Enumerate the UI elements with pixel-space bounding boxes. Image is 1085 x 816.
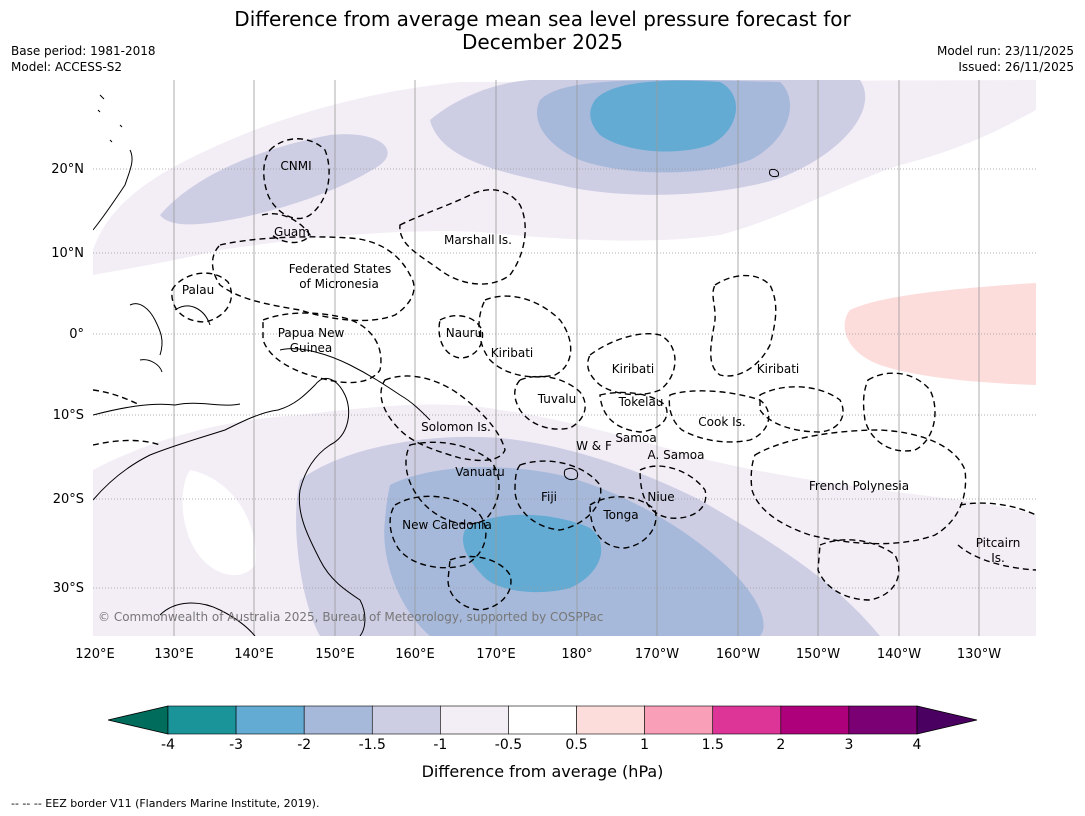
label-guam: Guam	[274, 225, 310, 239]
colorbar-tick-label: 4	[912, 737, 922, 753]
colorbar-bin	[712, 705, 782, 735]
anomaly-east-plus05	[844, 283, 1036, 385]
lon-label: 130°W	[957, 647, 1001, 662]
label-kiribati-central: Kiribati	[612, 362, 654, 376]
lon-label: 140°E	[234, 647, 274, 662]
label-palau: Palau	[182, 283, 214, 297]
lon-label: 130°E	[154, 647, 194, 662]
lon-label: 160°W	[716, 647, 760, 662]
colorbar-tick-label: 3	[844, 737, 854, 753]
label-fiji: Fiji	[541, 490, 557, 504]
colorbar-bin	[780, 705, 850, 735]
meta-right: Model run: 23/11/2025 Issued: 26/11/2025	[937, 43, 1074, 75]
colorbar-bin	[508, 705, 577, 735]
lon-label: 180°	[561, 647, 592, 662]
colorbar	[107, 705, 978, 735]
colorbar-bin	[235, 705, 305, 735]
lon-label: 160°E	[395, 647, 435, 662]
label-fsm-2: of Micronesia	[299, 277, 379, 291]
label-vanuatu: Vanuatu	[455, 465, 505, 479]
lon-label: 140°W	[877, 647, 921, 662]
colorbar-tick-label: -4	[161, 737, 175, 753]
label-png-2: Guinea	[290, 341, 333, 355]
label-wallis-futuna: W & F	[576, 439, 612, 453]
label-samoa: Samoa	[615, 431, 656, 445]
lon-label: 170°E	[476, 647, 516, 662]
lat-label: 20°N	[51, 162, 84, 177]
model-run: Model run: 23/11/2025	[936, 44, 1074, 58]
longitude-labels: 120°E 130°E 140°E 150°E 160°E 170°E 180° 170°W 1…	[75, 647, 1001, 662]
issued-date: Issued: 26/11/2025	[958, 60, 1074, 74]
lat-label: 10°N	[51, 246, 84, 261]
label-kiribati-east: Kiribati	[757, 362, 799, 376]
label-american-samoa: A. Samoa	[648, 448, 705, 462]
colorbar-tick-label: -2	[297, 737, 312, 753]
lon-label: 170°W	[635, 647, 679, 662]
label-cook-islands: Cook Is.	[698, 415, 745, 429]
region-labels: CNMI Guam Marshall Is. Federated States …	[182, 159, 1020, 565]
label-tonga: Tonga	[602, 508, 638, 522]
copyright-text: © Commonwealth of Australia 2025, Bureau…	[98, 610, 603, 624]
coastlines	[93, 94, 779, 636]
base-period: Base period: 1981-2018	[11, 44, 156, 58]
lon-label: 150°E	[315, 647, 355, 662]
colorbar-tick-label: 1	[640, 737, 650, 753]
colorbar-bin	[371, 705, 441, 735]
lon-label: 120°E	[75, 647, 115, 662]
meta-left: Base period: 1981-2018 Model: ACCESS-S2	[11, 43, 156, 75]
label-fsm-1: Federated States	[289, 262, 391, 276]
label-png-1: Papua New	[278, 326, 345, 340]
colorbar-extend-low	[107, 705, 169, 735]
anomaly-southwest-white	[182, 470, 256, 576]
colorbar-bin	[303, 705, 373, 735]
label-solomon: Solomon Is.	[421, 420, 491, 434]
label-cnmi: CNMI	[280, 159, 311, 173]
colorbar-tick-label: 0.5	[565, 737, 588, 753]
colorbar-tick-label: -3	[229, 737, 244, 753]
lat-label: 20°S	[53, 492, 84, 507]
lon-label: 150°W	[796, 647, 840, 662]
map-area: © Commonwealth of Australia 2025, Bureau…	[93, 80, 1036, 636]
graticule	[93, 80, 1036, 636]
colorbar-bin	[644, 705, 714, 735]
label-new-caledonia: New Caledonia	[402, 518, 492, 532]
colorbar-tick-label: 1.5	[701, 737, 724, 753]
chart-title: Difference from average mean sea level p…	[0, 8, 1085, 54]
label-pitcairn-2: Is.	[991, 551, 1005, 565]
colorbar-bin	[576, 705, 645, 735]
colorbar-bin	[848, 705, 918, 735]
lat-label: 10°S	[53, 408, 84, 423]
label-tuvalu: Tuvalu	[537, 392, 577, 406]
colorbar-tick-label: 2	[776, 737, 786, 753]
footer-note: -- -- -- EEZ border V11 (Flanders Marine…	[11, 797, 320, 810]
model-name: Model: ACCESS-S2	[11, 60, 123, 74]
colorbar-tick-label: -0.5	[494, 737, 523, 753]
colorbar-tick-label: -1	[433, 737, 448, 753]
colorbar-bin	[167, 705, 237, 735]
title-line-2: December 2025	[462, 30, 623, 54]
colorbar-tick-label: -1.5	[358, 737, 386, 753]
title-line-1: Difference from average mean sea level p…	[234, 7, 851, 31]
colorbar-extend-high	[916, 705, 978, 735]
label-niue: Niue	[647, 490, 674, 504]
label-french-polynesia: French Polynesia	[809, 479, 909, 493]
label-pitcairn-1: Pitcairn	[976, 536, 1021, 550]
label-tokelau: Tokelau	[618, 395, 664, 409]
label-marshall: Marshall Is.	[444, 233, 512, 247]
eez-borders	[93, 138, 1036, 611]
latitude-labels: 20°N 10°N 0° 10°S 20°S 30°S	[51, 162, 84, 596]
lat-label: 0°	[69, 327, 84, 342]
axis-labels: 120°E 130°E 140°E 150°E 160°E 170°E 180° 170°W 1…	[51, 162, 1001, 662]
anomaly-north-minus2	[590, 80, 737, 152]
label-nauru: Nauru	[446, 326, 482, 340]
lat-label: 30°S	[53, 581, 84, 596]
colorbar-title: Difference from average (hPa)	[421, 762, 664, 781]
anomaly-south-minus2	[462, 514, 602, 593]
label-kiribati-west: Kiribati	[491, 346, 533, 360]
colorbar-bin	[440, 705, 509, 735]
